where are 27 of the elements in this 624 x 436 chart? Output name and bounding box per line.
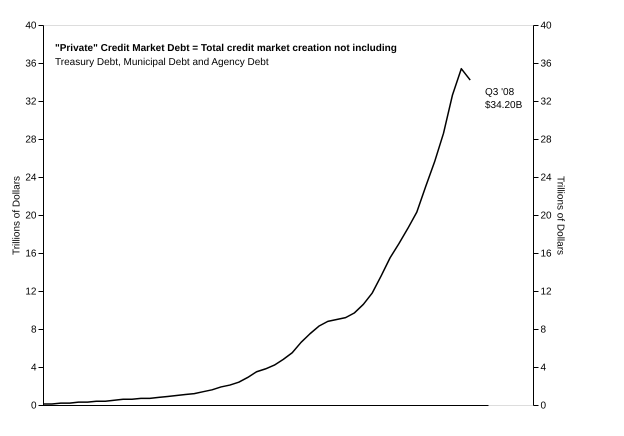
y-tick-label: 24 xyxy=(25,172,37,184)
y-tick-label: 20 xyxy=(25,210,37,222)
y2-tick-label: 36 xyxy=(540,58,552,70)
y2-axis-title: Trillions of Dollars xyxy=(554,176,566,256)
annotation: "Private" Credit Market Debt = Total credit market creation not including xyxy=(55,43,397,54)
y2-tick-label: 28 xyxy=(540,134,552,146)
annotation: Q3 '08 $34.20B xyxy=(485,87,523,111)
y2-tick-label: 16 xyxy=(540,248,552,260)
y2-tick-label: 0 xyxy=(540,400,546,412)
y-tick-label: 16 xyxy=(25,248,37,260)
y2-tick-label: 32 xyxy=(540,96,552,108)
annotation: Treasury Debt, Municipal Debt and Agency Debt xyxy=(55,57,269,68)
y2-tick-label: 24 xyxy=(540,172,552,184)
y2-tick-label: 20 xyxy=(540,210,552,222)
y-tick-label: 12 xyxy=(25,286,37,298)
y-tick-label: 32 xyxy=(25,96,37,108)
y2-tick-label: 8 xyxy=(540,324,546,336)
y-tick-label: 28 xyxy=(25,134,37,146)
y-tick-label: 0 xyxy=(30,400,37,412)
y2-tick-label: 4 xyxy=(540,362,546,374)
y-tick-label: 40 xyxy=(25,20,37,32)
y-tick-label: 8 xyxy=(30,324,37,336)
y-tick-label: 36 xyxy=(25,58,37,70)
y2-tick-label: 40 xyxy=(540,20,552,32)
y2-tick-label: 12 xyxy=(540,286,552,298)
y-axis-title: Trillions of Dollars xyxy=(11,176,22,256)
y-tick-label: 4 xyxy=(30,362,37,374)
